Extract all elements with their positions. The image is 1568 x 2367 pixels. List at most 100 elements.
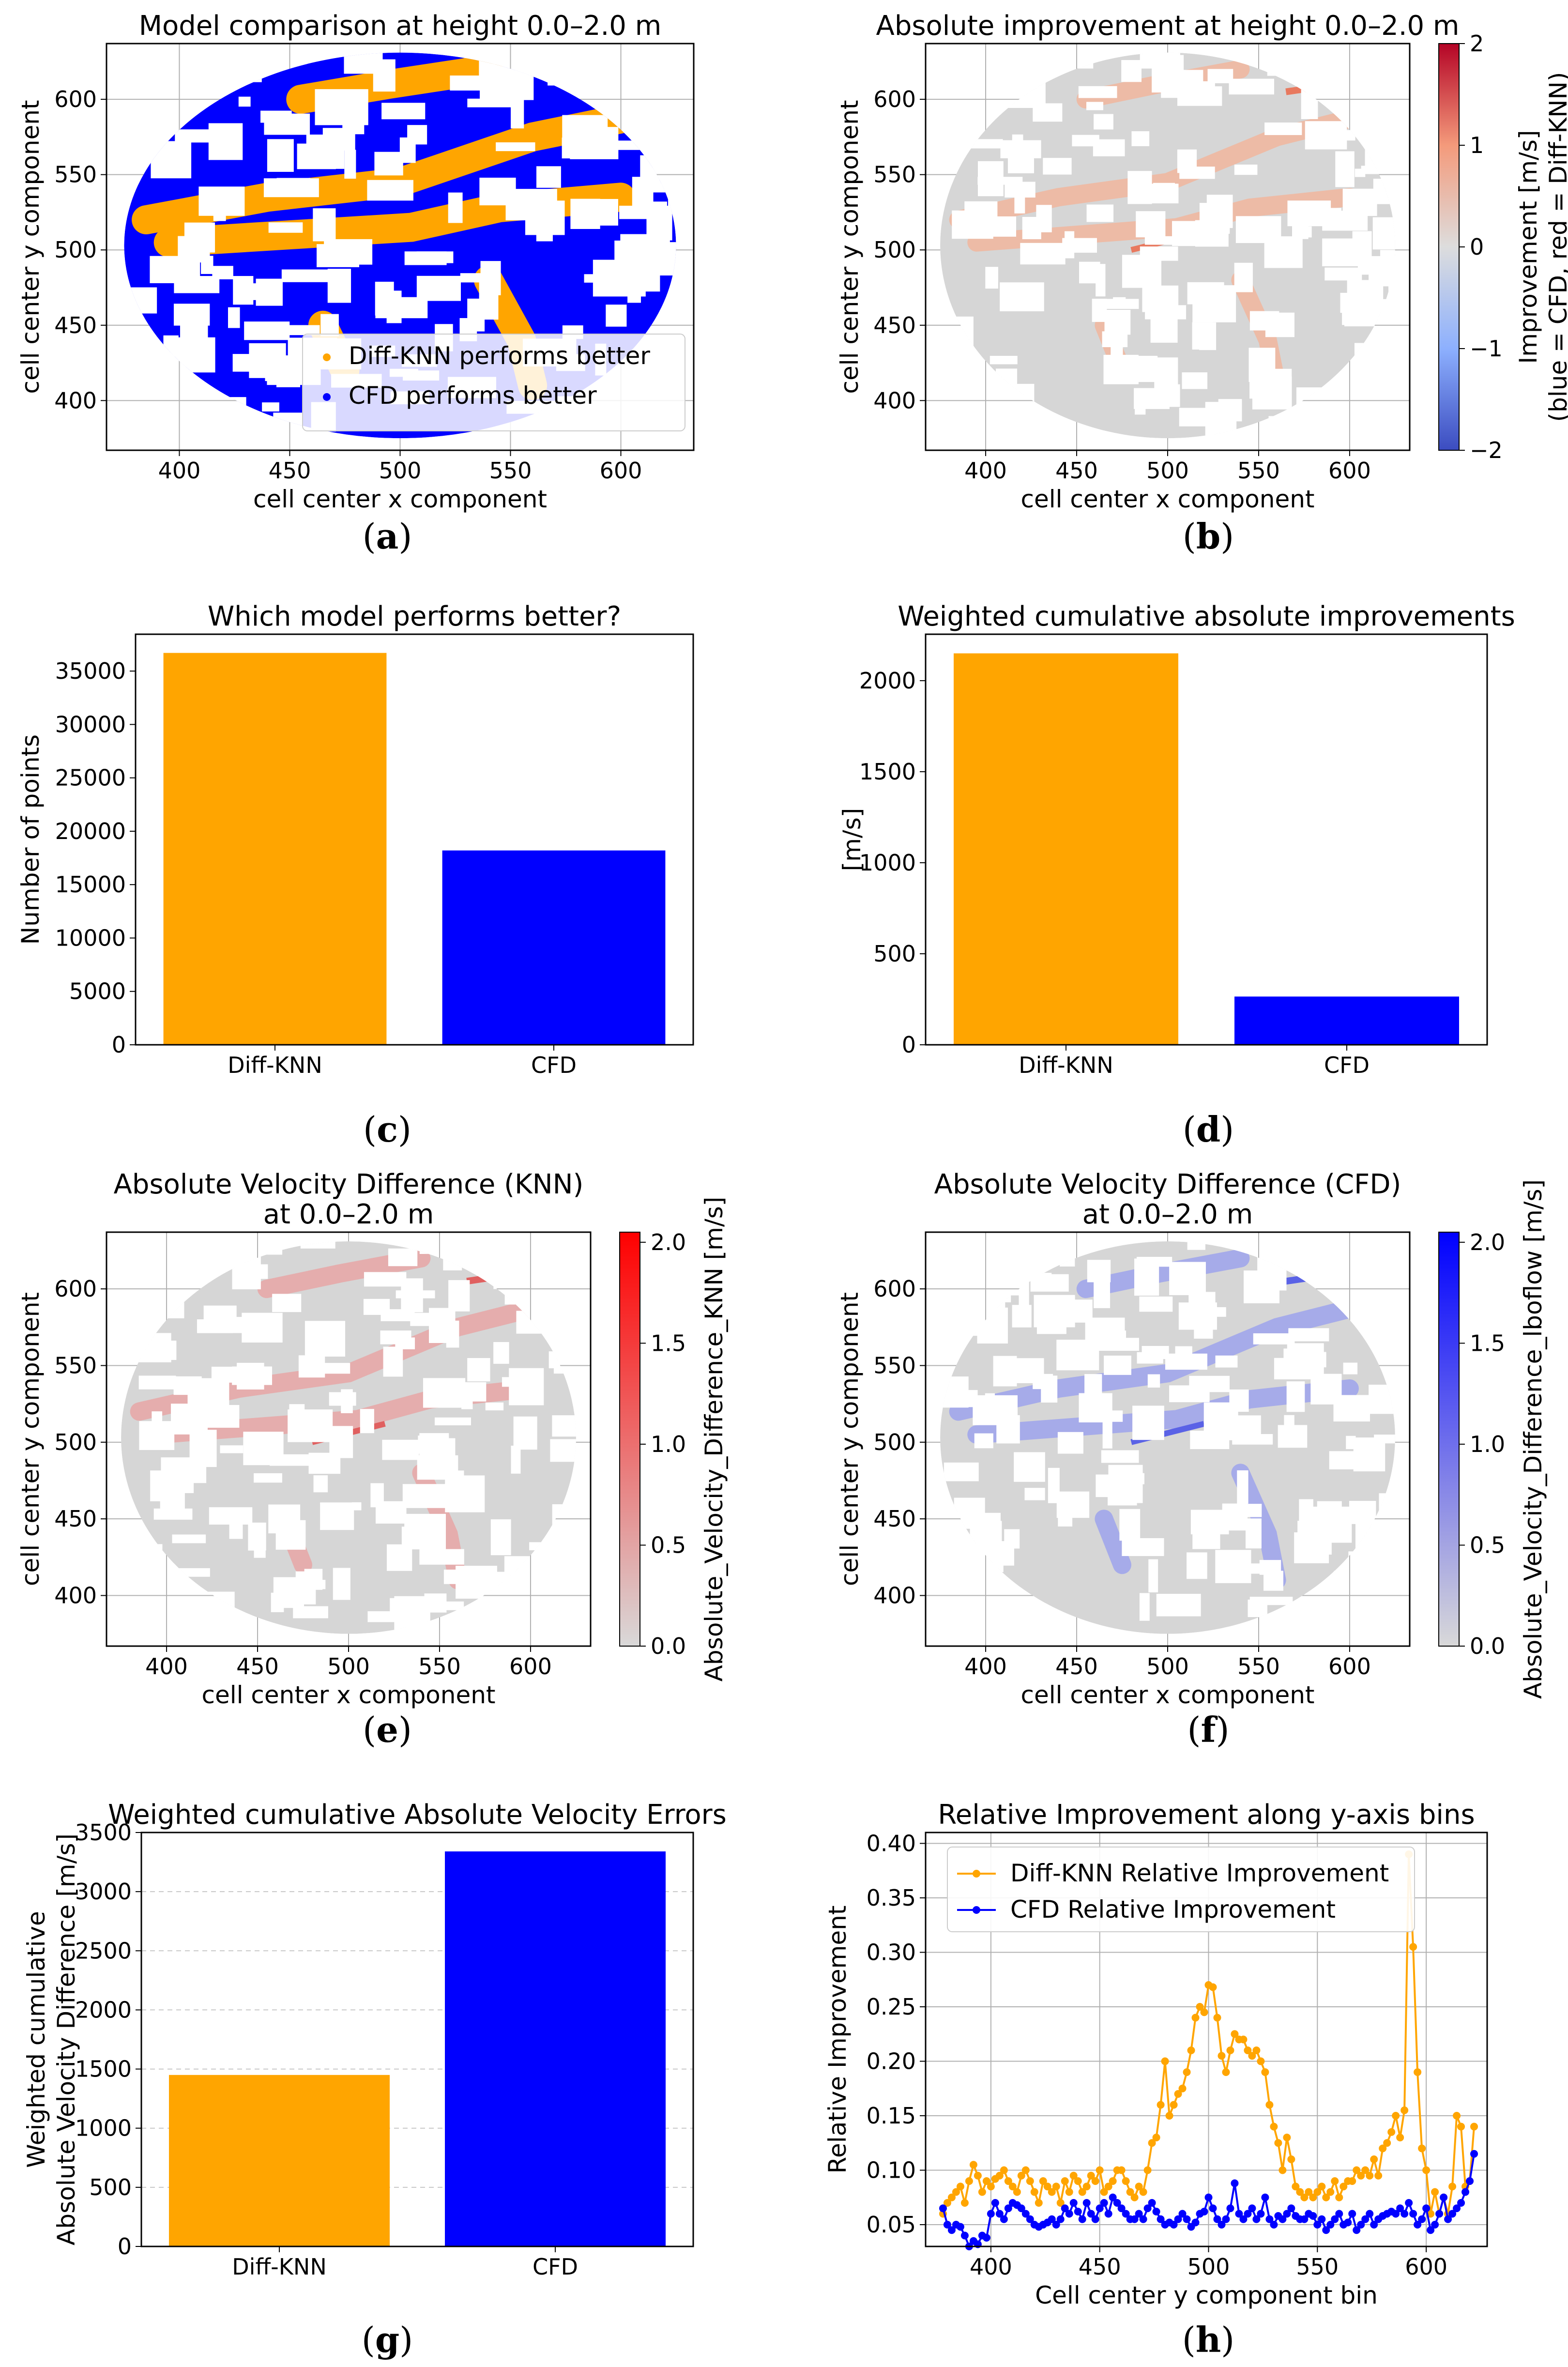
series-point [1353, 2166, 1361, 2174]
series-point [1322, 2226, 1330, 2234]
x-tick-label: 500 [1187, 2254, 1230, 2280]
y-tick-label: 500 [873, 1429, 916, 1455]
building-footprint [509, 1368, 544, 1405]
y-tick-label: 400 [873, 387, 916, 413]
building-footprint [304, 1321, 346, 1357]
axes-f: 400 450 500 550 600 400 450 500 550 600 cell cente… [836, 1169, 1547, 1709]
building-footprint [173, 304, 210, 326]
y-tick-label: 0.10 [867, 2157, 916, 2184]
series-point [1117, 2204, 1126, 2213]
building-footprint [367, 180, 413, 201]
series-point [1461, 2188, 1470, 2196]
building-footprint [1218, 399, 1242, 422]
series-point [969, 2161, 977, 2169]
building-footprint [1007, 153, 1034, 173]
building-footprint [1139, 1296, 1173, 1312]
building-footprint [1000, 282, 1044, 311]
caption-h: (h) [1182, 2319, 1235, 2360]
x-tick-label: Diff-KNN [1019, 1052, 1113, 1078]
building-footprint [1084, 1374, 1102, 1401]
series-point [1091, 2215, 1099, 2223]
building-footprint [593, 260, 646, 297]
building-footprint [448, 192, 463, 223]
series-point [1248, 2204, 1256, 2213]
series-point [1026, 2177, 1034, 2185]
building-footprint [265, 355, 290, 382]
series-point [1357, 2171, 1365, 2180]
building-footprint [985, 267, 998, 289]
series-point [974, 2171, 982, 2180]
series-point [939, 2204, 947, 2213]
legend-marker [973, 1906, 980, 1914]
series-point [1348, 2177, 1356, 2185]
series-point [1213, 2215, 1221, 2223]
series-point [1091, 2177, 1099, 2185]
colorbar-tick-label: 0.0 [651, 1633, 686, 1659]
x-tick-label: 450 [1055, 1653, 1098, 1680]
series-point [1213, 2014, 1221, 2022]
building-footprint [313, 208, 336, 242]
building-footprint [1140, 52, 1164, 69]
x-tick-label: 550 [1237, 1653, 1280, 1680]
axes-g: 0 500 1000 1500 2000 2500 3000 3500 Diff-KNN CFD W… [22, 1799, 727, 2280]
building-footprint [209, 1507, 253, 1525]
chart-subtitle: at 0.0–2.0 m [1082, 1199, 1253, 1230]
series-point [1239, 2215, 1248, 2223]
building-footprint [399, 137, 416, 163]
series-point [1340, 2183, 1348, 2191]
series-point [1170, 2101, 1178, 2109]
building-footprint [968, 1390, 978, 1407]
legend-marker [973, 1870, 980, 1878]
building-footprint [434, 1417, 472, 1426]
series-point [1026, 2215, 1034, 2223]
building-footprint [1355, 168, 1366, 177]
building-footprint [229, 1524, 243, 1539]
series-point [1409, 2210, 1417, 2218]
building-footprint [1340, 292, 1380, 313]
building-footprint [445, 1475, 485, 1512]
building-footprint [213, 197, 226, 221]
y-axis-label: cell center y component [16, 1292, 45, 1586]
series-point [1470, 2150, 1478, 2158]
map-content [940, 1241, 1395, 1634]
building-footprint [1198, 1307, 1226, 1317]
series-point [1453, 2204, 1461, 2213]
y-tick-label: 0.35 [867, 1885, 916, 1911]
series-point [1387, 2128, 1396, 2136]
series-point [1305, 2188, 1313, 2196]
plot-frame [925, 43, 1411, 451]
series-point [1021, 2210, 1030, 2218]
x-tick-label: 550 [1237, 458, 1280, 484]
colorbar-tick-label: 1 [1470, 132, 1484, 158]
building-footprint [1142, 1346, 1169, 1359]
building-footprint [1253, 1333, 1295, 1344]
series-point [1196, 2003, 1204, 2011]
building-footprint [1310, 1374, 1342, 1405]
building-footprint [351, 1502, 362, 1511]
series-point [1174, 2090, 1182, 2098]
y-tick-label: 35000 [55, 658, 126, 684]
building-footprint [402, 1484, 447, 1508]
series-point [1361, 2215, 1370, 2223]
series-point [1392, 2112, 1400, 2120]
building-footprint [187, 1378, 229, 1415]
y-axis-label: cell center y component [836, 100, 864, 394]
series-point [1287, 2204, 1295, 2213]
y-tick-label: 0 [118, 2233, 132, 2260]
series-point [1074, 2208, 1082, 2215]
series-point [1361, 2166, 1370, 2174]
series-point [1052, 2221, 1060, 2229]
building-footprint [1237, 1470, 1248, 1504]
building-footprint [424, 1593, 447, 1613]
y-tick-label: 0.05 [867, 2212, 916, 2238]
building-footprint [416, 275, 461, 301]
series-point [1248, 2052, 1256, 2060]
series-point [1231, 2030, 1239, 2038]
building-footprint [1278, 1425, 1308, 1448]
building-footprint [410, 1313, 446, 1326]
series-point [1048, 2215, 1056, 2223]
y-tick-label: 2000 [75, 1997, 132, 2023]
series-point [1331, 2177, 1339, 2185]
caption-a: (a) [362, 516, 412, 557]
building-footprint [1129, 189, 1151, 204]
